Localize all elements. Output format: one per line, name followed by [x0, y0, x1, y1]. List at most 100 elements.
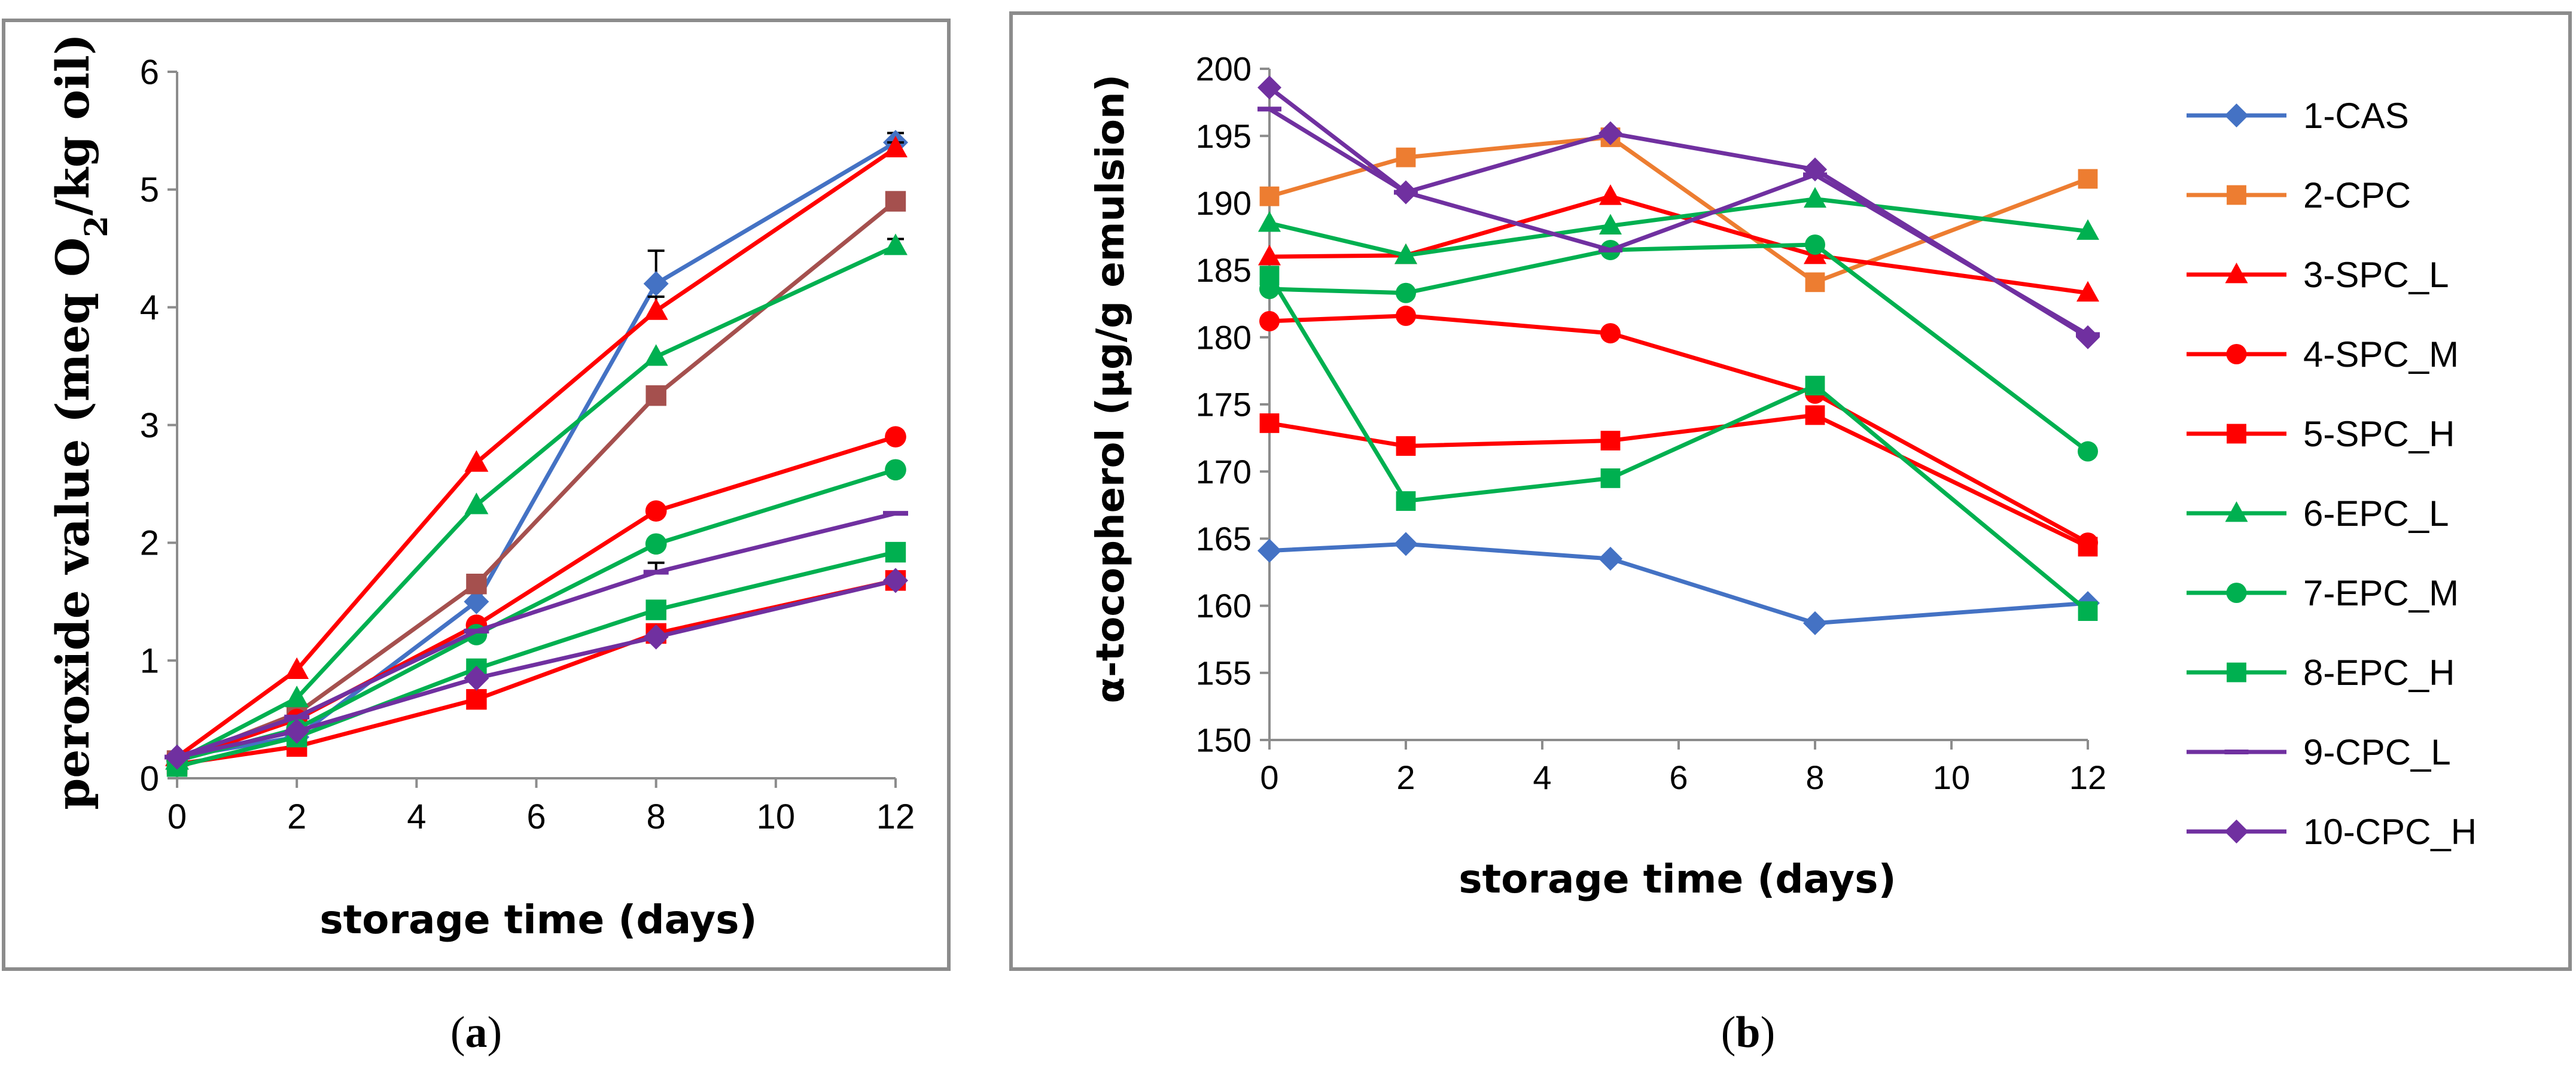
legend-label-cpc-l: 9-CPC_L: [2303, 732, 2451, 772]
y-tick-label: 1: [140, 641, 159, 680]
legend-swatch-marker: [2225, 501, 2248, 522]
series-cpc-h-point: [284, 718, 310, 744]
series-cpc-point: [885, 191, 906, 212]
series-spc-l-point: [1258, 245, 1281, 266]
series-spc-l-point: [2076, 281, 2099, 302]
series-cas-point: [1257, 538, 1281, 563]
series-cpc-l-point: [643, 569, 669, 575]
series-epc-m-point: [1396, 282, 1416, 303]
series-epc-l-point: [1394, 243, 1417, 264]
series-epc-l-point: [1258, 211, 1281, 232]
panel-b-border: [1009, 11, 2572, 971]
series-cpc-h-point: [1598, 121, 1622, 145]
x-tick-label: 0: [1260, 759, 1278, 796]
series-epc-h: [1259, 266, 2098, 621]
series-spc-l-point: [884, 135, 908, 158]
series-cpc-h-point: [1803, 157, 1827, 182]
series-spc-h-point: [1259, 413, 1280, 433]
series-epc-l-point: [884, 233, 908, 255]
x-tick-label: 4: [1533, 759, 1551, 796]
y-tick-label: 2: [140, 524, 159, 563]
panel-b-series: [1257, 75, 2100, 635]
legend-label-epc-h: 8-EPC_H: [2303, 653, 2455, 693]
series-epc-m-point: [2078, 441, 2098, 462]
series-epc-l-point: [285, 686, 309, 708]
series-spc-h-point: [1805, 405, 1825, 425]
legend-label-spc-l: 3-SPC_L: [2303, 255, 2449, 295]
series-cpc-point: [466, 574, 487, 595]
series-cpc-h-point: [165, 744, 190, 770]
series-cpc-point: [1396, 147, 1416, 167]
series-epc-l-point: [1599, 214, 1622, 234]
y-tick-label: 195: [1196, 117, 1252, 155]
series-epc-h-point: [1805, 376, 1825, 395]
series-spc-l-point: [464, 450, 489, 472]
legend-label-epc-m: 7-EPC_M: [2303, 573, 2459, 613]
series-epc-l-point: [644, 344, 668, 366]
panel-a-y-axis-label: peroxide value (meq O2/kg oil): [46, 33, 115, 810]
panel-b-axes: [1260, 68, 2089, 750]
panel-a-axes: [168, 71, 897, 788]
legend-item-cpc-h: 10-CPC_H: [2187, 812, 2477, 852]
series-spc-m-point: [1600, 323, 1621, 344]
y-tick-label: 200: [1196, 50, 1252, 88]
panel-a-y-tick-labels: 0 1 2 3 4 5 6: [140, 53, 159, 798]
legend-item-spc-l: 3-SPC_L: [2187, 255, 2449, 295]
legend-label-spc-m: 4-SPC_M: [2303, 334, 2459, 374]
x-tick-label: 8: [647, 797, 666, 836]
y-tick-label: 0: [140, 759, 159, 798]
panel-a-series: [165, 130, 908, 777]
series-spc-l-point: [644, 298, 668, 320]
series-epc-h-point: [1600, 468, 1621, 488]
y-tick-label: 4: [140, 288, 159, 327]
series-epc-h-point: [1259, 266, 1280, 285]
panel-a-x-axis-label: storage time (days): [319, 897, 757, 943]
legend-swatch-marker: [2224, 103, 2249, 127]
panel-b-legend: 1-CAS 2-CPC 3-SPC_L 4-SPC_M 5-SPC_H 6-EPC_L 7-…: [2187, 96, 2477, 852]
legend-item-cpc: 2-CPC: [2187, 175, 2411, 215]
legend-swatch-marker: [2227, 662, 2246, 683]
panel-b-x-tick-labels: 0 2 4 6 8 10 12: [1260, 759, 2106, 796]
x-tick-label: 12: [2069, 759, 2106, 796]
legend-item-epc-h: 8-EPC_H: [2187, 653, 2455, 693]
legend-label-epc-l: 6-EPC_L: [2303, 494, 2449, 534]
legend-item-cas: 1-CAS: [2187, 96, 2409, 136]
x-tick-label: 12: [876, 797, 915, 836]
x-tick-label: 6: [526, 797, 546, 836]
legend-swatch-marker: [2227, 185, 2246, 205]
series-cpc-h-point: [2076, 325, 2100, 349]
series-cas-point: [1803, 611, 1827, 635]
x-tick-label: 8: [1805, 759, 1824, 796]
y-tick-label: 6: [140, 53, 159, 92]
y-tick-label: 3: [140, 406, 159, 445]
series-epc-l: [1258, 187, 2099, 264]
series-cpc-h-point: [1257, 75, 1281, 100]
legend-item-epc-m: 7-EPC_M: [2187, 573, 2459, 613]
panel-a-border: [2, 19, 951, 971]
legend-label-cpc: 2-CPC: [2303, 175, 2411, 215]
legend-item-cpc-l: 9-CPC_L: [2187, 732, 2451, 772]
panel-b: 150 155 160 165 170 175 180 185 190 195 200 0 2 4 6 8 1…: [1009, 11, 2572, 1057]
legend-swatch-marker: [2226, 583, 2247, 603]
series-cpc-h-point: [643, 624, 669, 650]
legend-swatch-marker: [2224, 820, 2249, 843]
series-cpc-point: [645, 385, 666, 406]
series-cpc-l-point: [464, 628, 489, 634]
series-spc-m-point: [1259, 310, 1280, 331]
legend-label-spc-h: 5-SPC_H: [2303, 414, 2455, 454]
legend-item-spc-h: 5-SPC_H: [2187, 414, 2455, 454]
y-tick-label: 190: [1196, 184, 1252, 222]
x-tick-label: 10: [1933, 759, 1970, 796]
y-tick-label: 5: [140, 170, 159, 209]
x-tick-label: 10: [757, 797, 796, 836]
panel-b-caption: (b): [1721, 1008, 1775, 1057]
series-epc-h-point: [645, 599, 666, 620]
x-tick-label: 0: [168, 797, 187, 836]
legend-swatch-marker: [2227, 424, 2246, 444]
series-cas-point: [1598, 547, 1622, 571]
series-cpc-h-point: [1394, 180, 1418, 205]
panel-a-caption: (a): [450, 1008, 502, 1057]
legend-item-spc-m: 4-SPC_M: [2187, 334, 2459, 374]
y-tick-label: 180: [1196, 318, 1252, 356]
